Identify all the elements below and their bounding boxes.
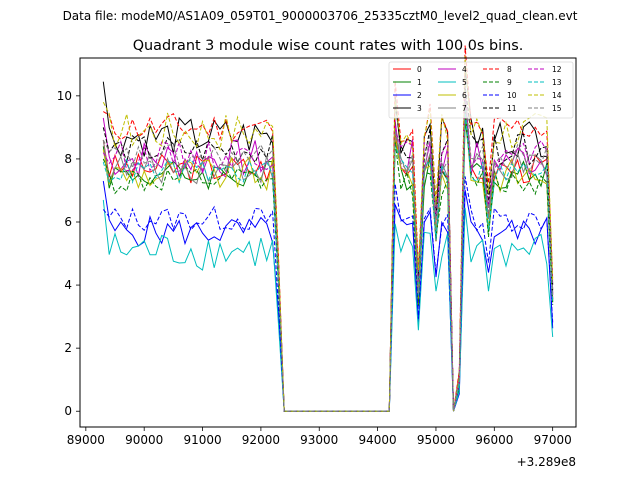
- y-tick-label: 6: [64, 215, 72, 229]
- axes-frame: [79, 57, 577, 428]
- x-tick-label: 92000: [242, 433, 280, 447]
- x-axis: 89000 90000 91000 92000 93000 94000 95000 96000…: [67, 427, 572, 447]
- series-line-14: [102, 55, 554, 412]
- x-tick-label: 97000: [534, 433, 572, 447]
- series-layer: [102, 45, 554, 412]
- series-line-8: [103, 45, 554, 412]
- legend-label-13: 13: [552, 78, 562, 87]
- x-tick-label: 91000: [183, 433, 221, 447]
- y-tick-label: 2: [64, 341, 72, 355]
- legend-label-2: 2: [417, 91, 422, 100]
- legend-frame: [388, 61, 574, 119]
- x-tick-label: 90000: [125, 433, 163, 447]
- legend-label-9: 9: [507, 78, 512, 87]
- plot-area: 89000 90000 91000 92000 93000 94000 95000 96000…: [57, 45, 577, 469]
- legend-label-3: 3: [417, 104, 422, 113]
- y-axis: 0 2 4 6 8 10: [57, 89, 80, 418]
- x-tick-label: 93000: [300, 433, 338, 447]
- x-offset-label: +3.289e8: [517, 455, 576, 469]
- suptitle: Data file: modeM0/AS1A09_059T01_90000037…: [63, 9, 578, 23]
- y-tick-label: 0: [64, 404, 72, 418]
- y-tick-label: 4: [64, 278, 72, 292]
- legend-label-8: 8: [507, 65, 512, 74]
- legend-label-12: 12: [552, 65, 562, 74]
- legend-label-10: 10: [507, 91, 517, 100]
- series-line-10: [102, 176, 554, 412]
- legend-label-14: 14: [552, 91, 562, 100]
- legend-label-5: 5: [462, 78, 467, 87]
- legend-label-11: 11: [507, 104, 517, 113]
- x-tick-label: 95000: [417, 433, 455, 447]
- chart-title: Quadrant 3 module wise count rates with …: [133, 38, 524, 54]
- x-tick-label: 89000: [67, 433, 105, 447]
- legend-label-6: 6: [462, 91, 467, 100]
- legend-label-7: 7: [462, 104, 467, 113]
- y-tick-label: 8: [64, 152, 72, 166]
- x-tick-label: 94000: [359, 433, 397, 447]
- legend-label-1: 1: [417, 78, 422, 87]
- series-line-15: [102, 89, 554, 412]
- y-tick-label: 10: [57, 89, 72, 103]
- legend-label-0: 0: [417, 65, 422, 74]
- legend-label-15: 15: [552, 104, 562, 113]
- x-tick-label: 96000: [475, 433, 513, 447]
- legend-label-4: 4: [462, 65, 467, 74]
